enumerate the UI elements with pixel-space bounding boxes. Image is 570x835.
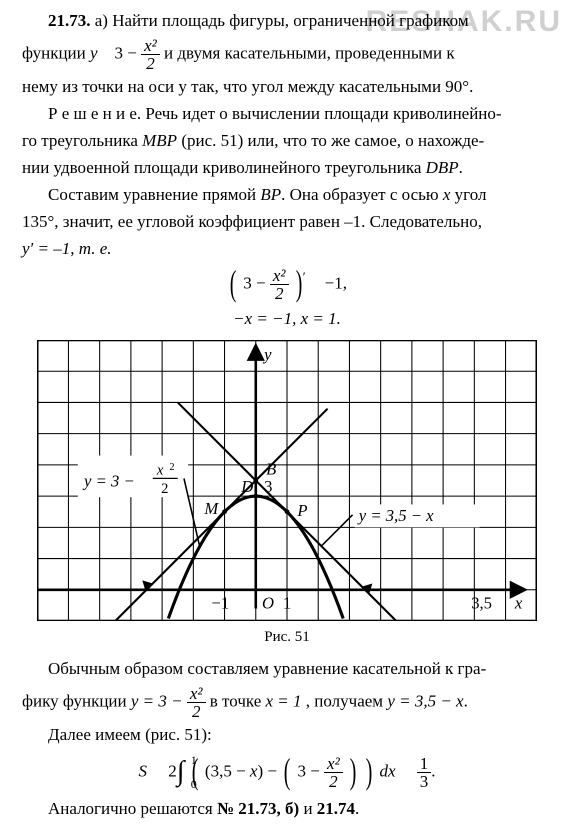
integral-eq: S 2 ∫ 1 0 ( (3,5 − x) − ( 3 − x² 2 ) ) d… <box>22 755 552 790</box>
int-num: x² <box>324 755 343 773</box>
p1b-yeq: y = 3 − <box>131 691 183 710</box>
svg-text:y = 3 −: y = 3 − <box>82 472 135 491</box>
eq1-num: x² <box>270 267 289 285</box>
svg-text:O: O <box>262 594 274 613</box>
tail: Аналогично решаются <box>48 799 217 818</box>
tail-dot: . <box>355 799 359 818</box>
s1e: . <box>459 158 463 177</box>
svg-text:2: 2 <box>169 463 174 474</box>
p1b-mid: в точке <box>210 691 266 710</box>
p1b-dot: . <box>464 691 468 710</box>
problem-line-3: нему из точки на оси y так, что угол меж… <box>22 76 552 99</box>
rparen3-icon: ) <box>350 761 357 783</box>
problem-line-1: 21.73. а) Найти площадь фигуры, ограниче… <box>22 10 552 33</box>
one-third-num: 1 <box>417 755 432 773</box>
eq1-den: 2 <box>270 285 289 302</box>
lparen3-icon: ( <box>284 761 291 783</box>
tail-c: 21.74 <box>317 799 355 818</box>
lparen2-icon: ( <box>191 761 198 783</box>
p1b-x1: x = 1 <box>266 691 302 710</box>
svg-text:3,5: 3,5 <box>471 594 492 613</box>
p1b-pref: фику функции <box>22 691 131 710</box>
s1d: нии удвоенной площади криволинейного тре… <box>22 158 426 177</box>
p1b-get: , получаем <box>306 691 388 710</box>
s2b: . Она образует с осью <box>281 185 443 204</box>
const3: 3 − <box>115 43 137 62</box>
sol-label: Р е ш е н и е. <box>48 104 141 123</box>
int-term2-const: 3 − <box>297 761 324 780</box>
svg-text:3: 3 <box>264 477 272 496</box>
two: 2 <box>168 761 177 780</box>
prime-mark: ′ <box>303 269 306 284</box>
s1a: Речь идет о вычислении площади криволине… <box>141 104 501 123</box>
S-var: S <box>138 761 147 780</box>
frac-num: x² <box>141 37 160 55</box>
rparen-icon: ) <box>295 273 302 295</box>
sol-line-4: Составим уравнение прямой BP. Она образу… <box>22 184 552 207</box>
s2c: угол <box>450 185 486 204</box>
y-var: y <box>90 43 98 62</box>
s1b: го треугольника <box>22 131 142 150</box>
problem-part: а) <box>95 11 108 30</box>
int-term1: (3,5 − x) − <box>205 761 281 780</box>
integral-icon: ∫ 1 0 <box>177 760 185 783</box>
sol-line-5: 135°, значит, ее угловой коэффициент рав… <box>22 211 552 234</box>
svg-text:D: D <box>240 477 253 496</box>
svg-text:2: 2 <box>161 481 168 497</box>
figure-svg: yxO−113,5BMD3Py = 3 −x22y = 3,5 − x <box>37 340 537 621</box>
p1b-den: 2 <box>187 703 206 720</box>
frac-x2-2: x² 2 <box>141 37 160 72</box>
frac-den: 2 <box>141 55 160 72</box>
svg-text:1: 1 <box>283 594 291 613</box>
svg-text:x: x <box>156 463 164 479</box>
func-suffix: и двумя касательными, проведенными к <box>164 43 455 62</box>
int-frac: x² 2 <box>324 755 343 790</box>
eq1-const: 3 − <box>243 273 265 292</box>
problem-line-2: функции y 3 − x² 2 и двумя касательными,… <box>22 37 552 72</box>
one-third: 1 3 <box>417 755 432 790</box>
figure-caption: Рис. 51 <box>22 627 552 647</box>
post-line-2: фику функции y = 3 − x² 2 в точке x = 1 … <box>22 685 552 720</box>
sol-line-1: Р е ш е н и е. Речь идет о вычислении пл… <box>22 103 552 126</box>
eq1-rhs: −1, <box>325 273 347 292</box>
sol-line-2: го треугольника MBP (рис. 51) или, что т… <box>22 130 552 153</box>
equation-1: ( 3 − x² 2 )′ −1, <box>22 267 552 302</box>
rparen2-icon: ) <box>366 761 373 783</box>
eq1-frac: x² 2 <box>270 267 289 302</box>
post-line-1: Обычным образом составляем уравнение кас… <box>22 658 552 681</box>
final-dot: . <box>431 761 435 780</box>
figure-51: yxO−113,5BMD3Py = 3 −x22y = 3,5 − x <box>37 340 537 621</box>
svg-text:P: P <box>296 501 307 520</box>
int-den: 2 <box>324 773 343 790</box>
p1b-num: x² <box>187 685 206 703</box>
equation-2: −x = −1, x = 1. <box>22 308 552 331</box>
problem-number: 21.73. <box>48 11 91 30</box>
p1b-res: y = 3,5 − x <box>387 691 463 710</box>
mbp: MBP <box>142 131 177 150</box>
tail-and: и <box>303 799 316 818</box>
svg-text:y: y <box>262 345 272 364</box>
s1c: (рис. 51) или, что то же самое, о нахожд… <box>177 131 484 150</box>
s2a: Составим уравнение прямой <box>48 185 260 204</box>
problem-intro1: Найти площадь фигуры, ограниченной графи… <box>112 11 468 30</box>
func-prefix: функции <box>22 43 90 62</box>
p1b-frac: x² 2 <box>187 685 206 720</box>
sol-line-3: нии удвоенной площади криволинейного тре… <box>22 157 552 180</box>
lparen-icon: ( <box>230 273 237 295</box>
tail-b: № 21.73, б) <box>217 799 299 818</box>
post-line-3: Далее имеем (рис. 51): <box>22 724 552 747</box>
svg-text:M: M <box>203 499 219 518</box>
one-third-den: 3 <box>417 773 432 790</box>
svg-text:y = 3,5 − x: y = 3,5 − x <box>357 507 434 526</box>
sol-line-6: y′ = –1, т. е. <box>22 238 552 261</box>
page: 21.73. а) Найти площадь фигуры, ограниче… <box>0 0 570 835</box>
svg-text:B: B <box>266 460 276 479</box>
svg-text:x: x <box>514 594 523 613</box>
svg-text:−1: −1 <box>212 594 230 613</box>
yprime: y′ = –1, т. е. <box>22 239 112 258</box>
tail-line: Аналогично решаются № 21.73, б) и 21.74. <box>22 798 552 821</box>
dbp: DBP <box>426 158 459 177</box>
dx: dx <box>379 761 395 780</box>
bp: BP <box>260 185 281 204</box>
